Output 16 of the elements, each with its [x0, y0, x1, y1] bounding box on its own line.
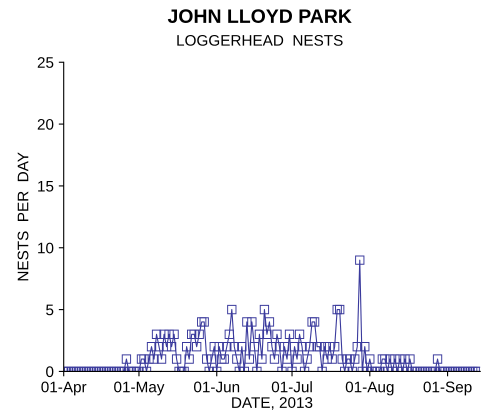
y-tick-label: 5	[46, 304, 54, 316]
x-tick-label: 01-Aug	[346, 382, 394, 396]
y-tick-label: 20	[38, 118, 54, 130]
chart-subtitle: LOGGERHEAD NESTS	[177, 34, 343, 46]
x-tick-label: 01-Jun	[194, 382, 240, 392]
chart-title: JOHN LLOYD PARK	[168, 9, 352, 24]
x-tick-label: 01-Jul	[272, 381, 312, 392]
y-tick-label: 0	[46, 366, 54, 378]
y-tick-label: 10	[38, 242, 54, 254]
x-tick-label: 01-May	[114, 382, 164, 396]
x-axis-title: DATE, 2013	[232, 397, 312, 410]
x-tick-label: 01-Sep	[424, 382, 472, 396]
y-tick-label: 25	[38, 57, 54, 68]
y-axis-title: NESTS PER DAY	[18, 152, 28, 280]
y-tick-label: 15	[38, 180, 54, 192]
x-tick-label: 01-Apr	[41, 382, 86, 396]
